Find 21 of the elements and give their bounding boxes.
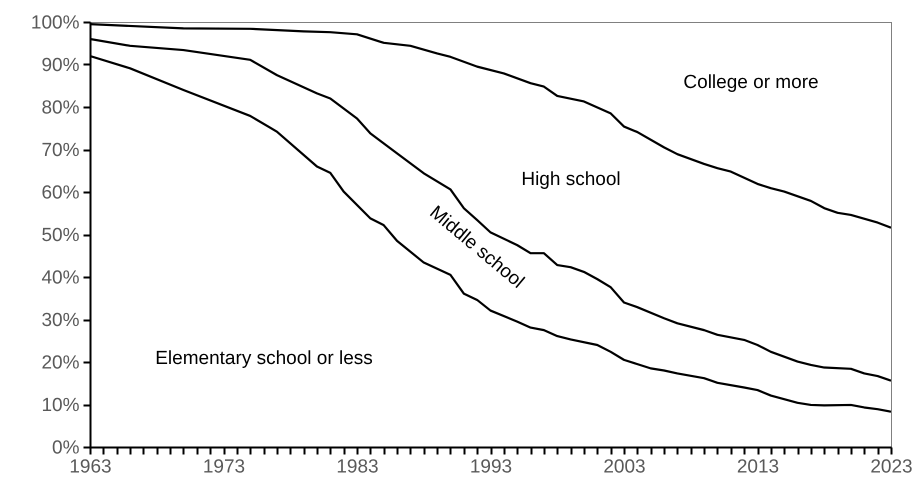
annotation: Elementary school or less — [155, 348, 373, 369]
y-tick-label: 30% — [41, 310, 80, 331]
y-tick-label: 10% — [41, 395, 80, 416]
y-tick-label: 100% — [30, 12, 80, 34]
x-tick-label: 2003 — [603, 456, 646, 478]
y-tick-label: 20% — [41, 352, 80, 374]
annotation: High school — [521, 169, 621, 190]
y-tick-label: 60% — [41, 182, 80, 204]
y-tick-label: 90% — [41, 55, 80, 76]
y-tick-label: 40% — [41, 268, 80, 288]
y-tick-label: 0% — [52, 438, 80, 458]
x-tick-label: 1993 — [470, 456, 512, 478]
x-tick-label: 1963 — [69, 456, 112, 478]
y-tick-label: 50% — [41, 225, 80, 246]
x-tick-label: 1973 — [202, 456, 246, 478]
y-tick-label: 70% — [41, 140, 80, 161]
x-tick-label: 2013 — [736, 456, 780, 478]
annotation: College or more — [683, 72, 819, 93]
x-tick-label: 1983 — [336, 456, 379, 478]
x-tick-label: 2023 — [870, 456, 913, 478]
y-tick-label: 80% — [41, 98, 80, 118]
